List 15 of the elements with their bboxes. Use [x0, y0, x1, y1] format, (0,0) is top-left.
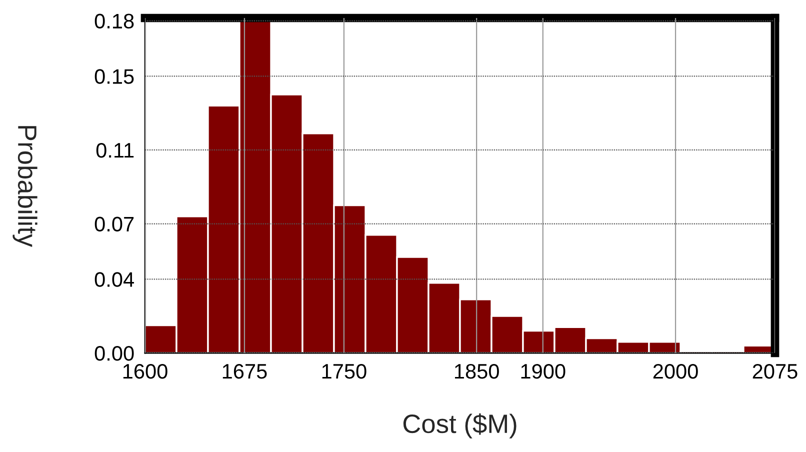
x-tick-label: 2075	[752, 364, 798, 379]
y-tick-label: 0.07	[94, 216, 134, 232]
y-axis-title: Probability	[12, 126, 38, 248]
x-tick-label: 1750	[322, 364, 366, 379]
y-tick-label: 0.18	[94, 14, 134, 29]
x-tick-label: 1850	[454, 364, 499, 379]
y-tick-label: 0.00	[94, 346, 134, 361]
x-axis-title: Cost ($M)	[403, 413, 516, 438]
y-tick-label: 0.15	[94, 69, 134, 84]
y-tick-label: 0.04	[94, 272, 134, 287]
x-tick-label: 1600	[123, 364, 168, 379]
x-tick-label: 1900	[521, 364, 566, 379]
x-tick-label: 2000	[653, 364, 698, 379]
x-tick-label: 1675	[222, 364, 267, 379]
y-tick-label: 0.11	[96, 142, 134, 158]
